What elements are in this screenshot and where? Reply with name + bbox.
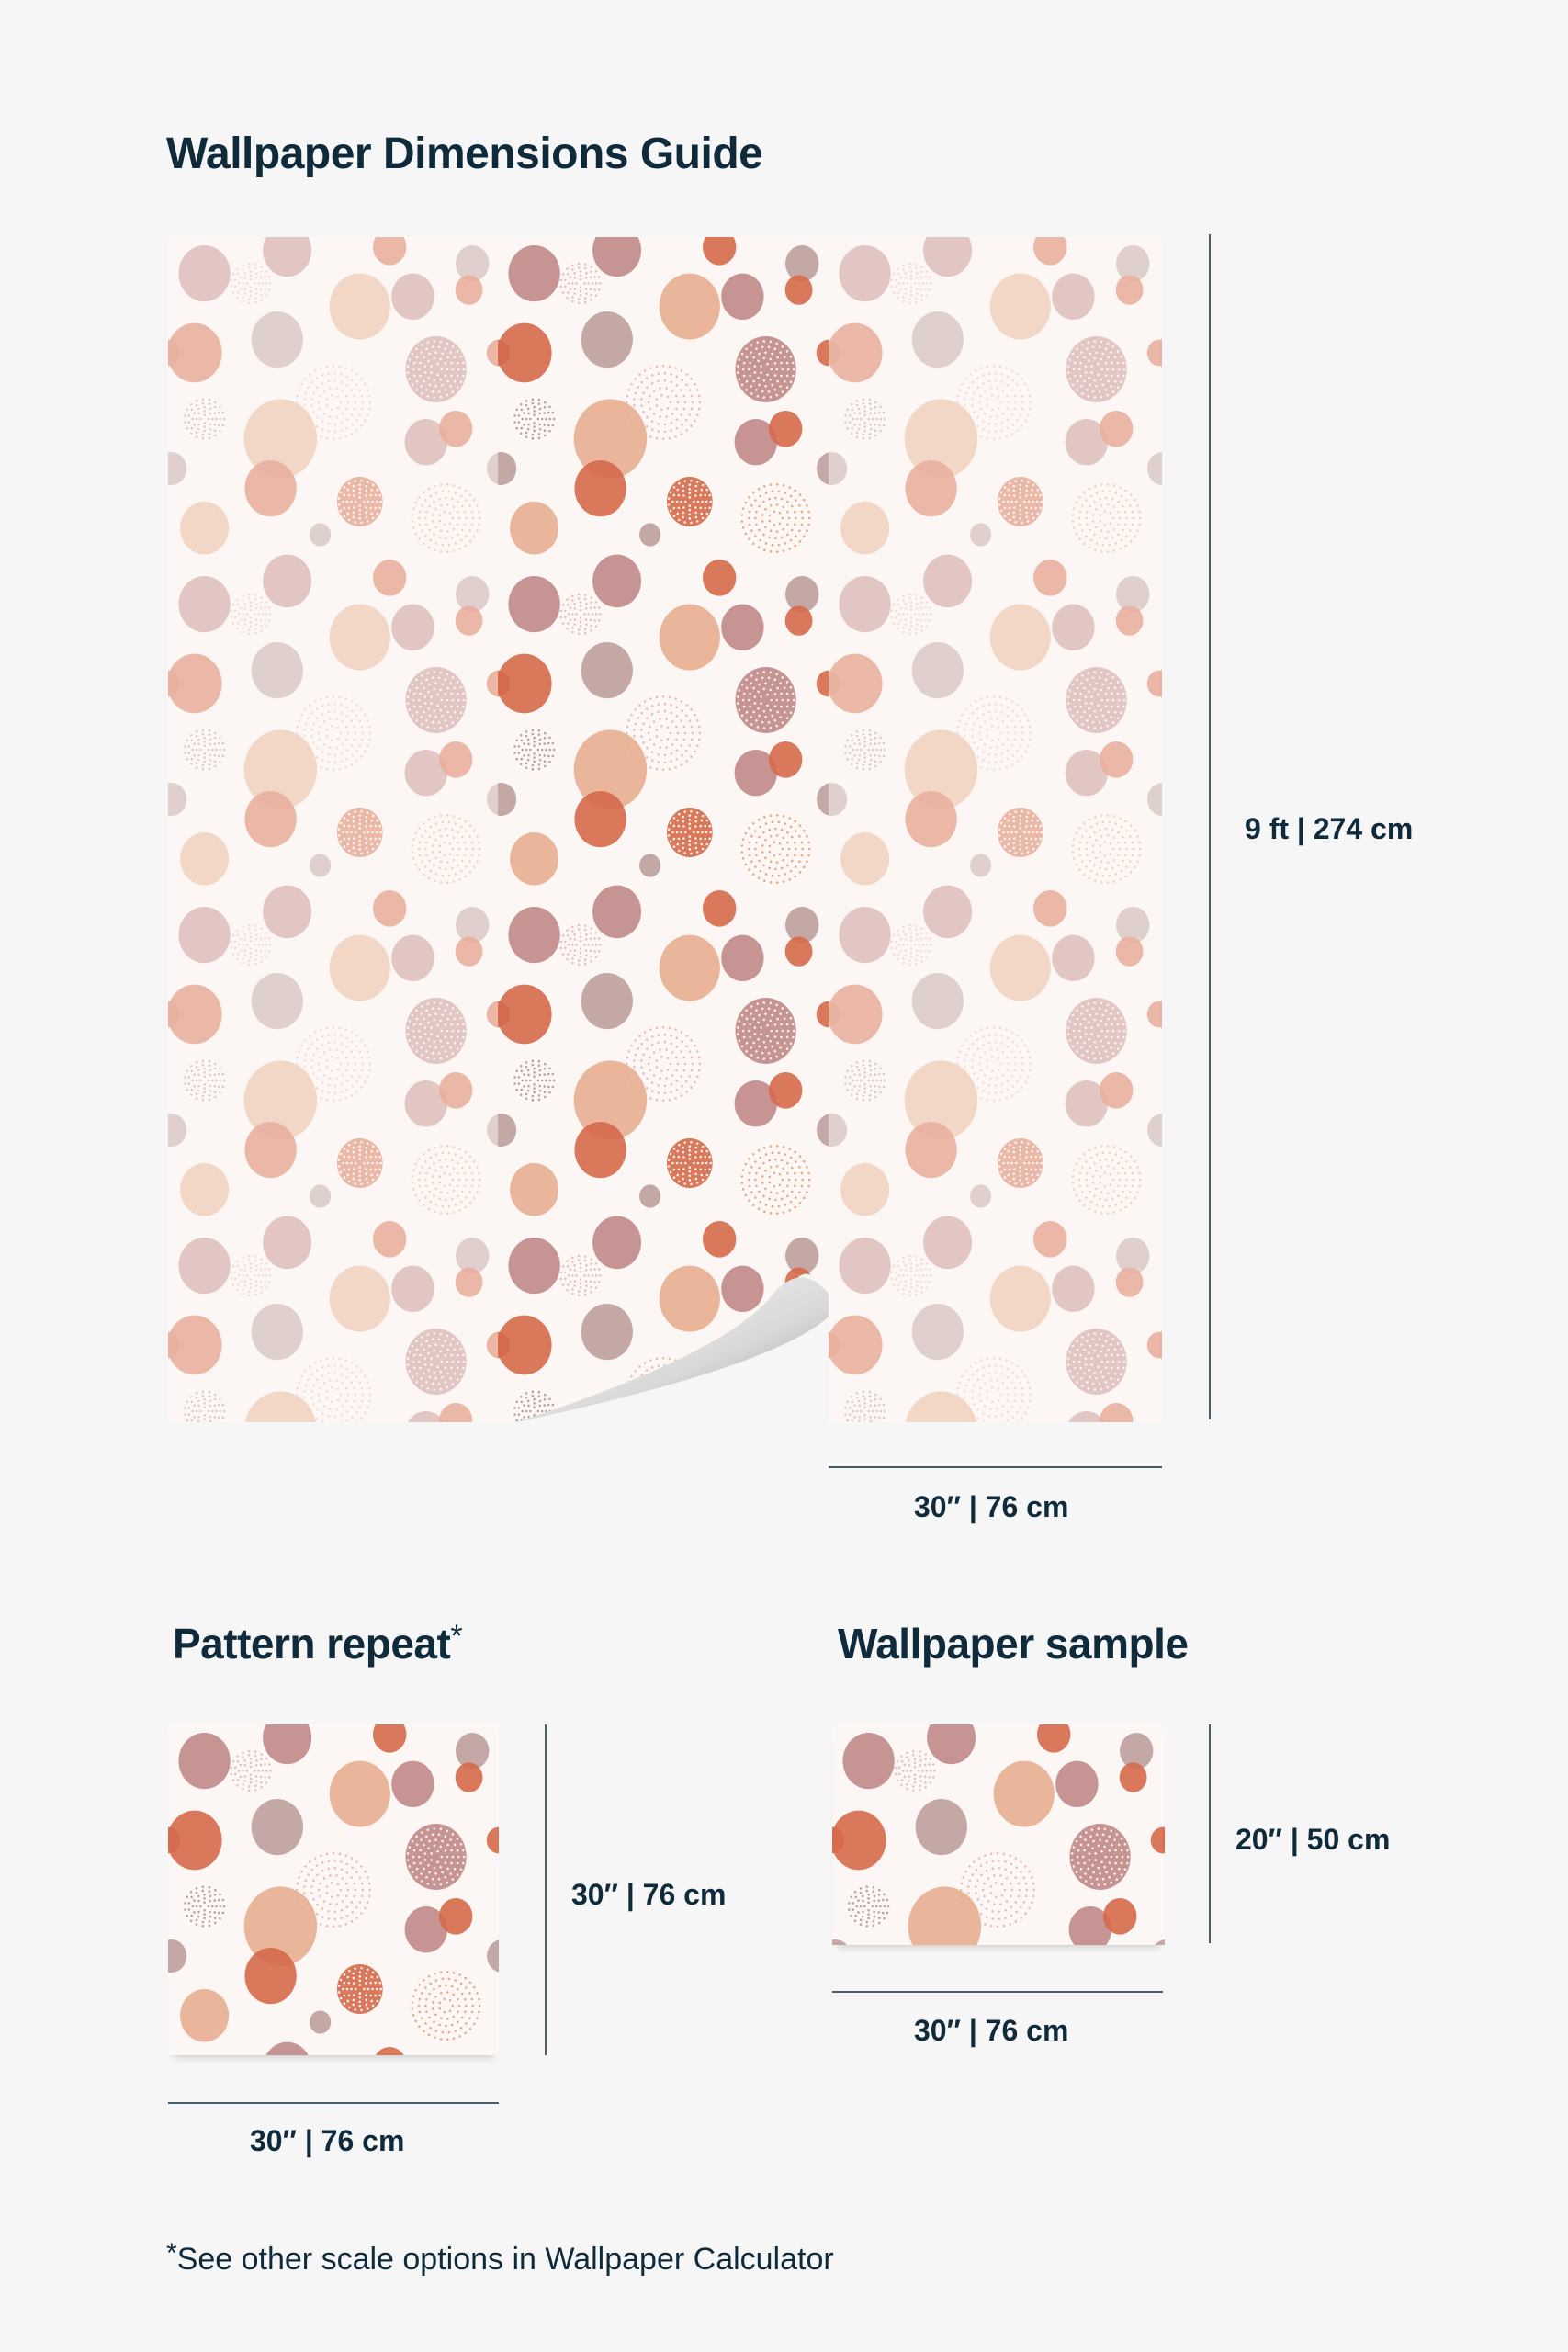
roll-height-label: 9 ft | 274 cm bbox=[1245, 812, 1414, 845]
repeat-width-label: 30″ | 76 cm bbox=[250, 2124, 405, 2157]
wallpaper-sample-image bbox=[832, 1724, 1165, 1945]
sample-width-label: 30″ | 76 cm bbox=[914, 2014, 1069, 2047]
footnote-text: See other scale options in Wallpaper Cal… bbox=[176, 2242, 834, 2277]
repeat-height-label: 30″ | 76 cm bbox=[571, 1878, 727, 1911]
width-dimension-line bbox=[829, 1466, 1162, 1468]
roll-width-label: 30″ | 76 cm bbox=[914, 1490, 1069, 1523]
wallpaper-panel-right bbox=[829, 237, 1162, 1422]
wallpaper-panel-center bbox=[498, 237, 829, 1422]
repeat-width-line bbox=[168, 2102, 499, 2104]
pattern-repeat-title: Pattern repeat bbox=[173, 1620, 451, 1668]
page-title: Wallpaper Dimensions Guide bbox=[166, 130, 763, 178]
footnote: *See other scale options in Wallpaper Ca… bbox=[166, 2238, 834, 2278]
page-curl bbox=[516, 1273, 829, 1422]
wallpaper-sample-heading: Wallpaper sample bbox=[838, 1620, 1189, 1668]
pattern-repeat-image bbox=[168, 1724, 499, 2055]
asterisk: * bbox=[450, 1619, 463, 1654]
wallpaper-panel-left bbox=[168, 237, 499, 1422]
height-dimension-line bbox=[1209, 234, 1211, 1419]
sample-height-line bbox=[1209, 1724, 1211, 1943]
footnote-asterisk: * bbox=[166, 2238, 177, 2268]
sample-width-line bbox=[832, 1991, 1163, 1993]
repeat-height-line bbox=[545, 1724, 547, 2055]
pattern-repeat-heading: Pattern repeat* bbox=[173, 1619, 463, 1668]
sample-height-label: 20″ | 50 cm bbox=[1235, 1823, 1391, 1856]
